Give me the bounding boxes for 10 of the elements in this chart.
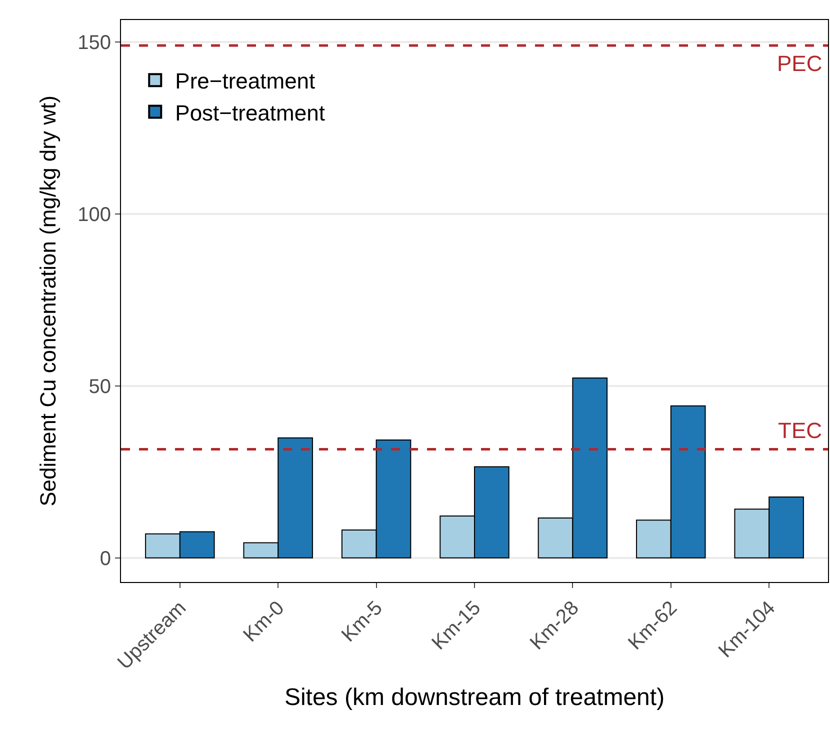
- x-axis-title: Sites (km downstream of treatment): [284, 684, 665, 712]
- y-tick-label: 100: [78, 204, 111, 226]
- legend-label: Pre−treatment: [175, 68, 316, 94]
- ref-line-label: PEC: [777, 51, 822, 76]
- ref-line-label: TEC: [778, 418, 822, 443]
- y-axis-title: Sediment Cu concentration (mg/kg dry wt): [35, 96, 60, 506]
- y-tick-label: 0: [100, 548, 111, 570]
- y-tick-label: 150: [78, 32, 111, 54]
- y-tick-label: 50: [88, 376, 111, 398]
- legend-label: Post−treatment: [175, 100, 325, 126]
